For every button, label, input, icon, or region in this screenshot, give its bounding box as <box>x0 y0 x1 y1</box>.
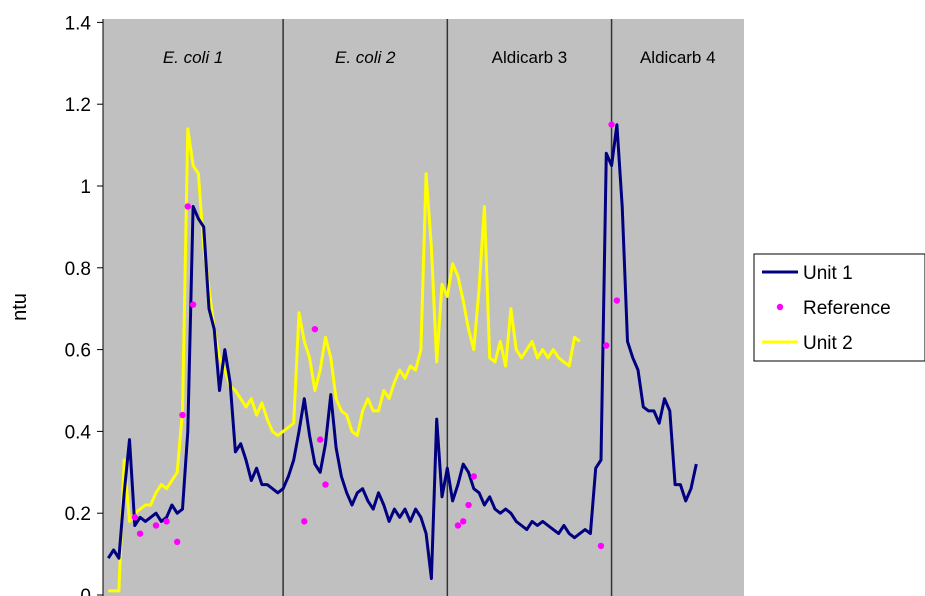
series-line-unit-1 <box>107 123 698 581</box>
phase-label: E. coli 2 <box>335 48 396 67</box>
reference-point <box>603 342 610 349</box>
reference-point <box>179 411 186 419</box>
legend-items: Unit 1 Reference Unit 2 <box>762 263 891 354</box>
y-tick-label: 0.6 <box>65 341 91 362</box>
y-axis-title: ntu <box>9 293 31 321</box>
y-tick-label: 0 <box>80 586 91 596</box>
y-tick-label: 0.8 <box>65 259 91 280</box>
phase-labels: E. coli 1 E. coli 2 Aldicarb 3 Aldicarb 4 <box>163 48 716 67</box>
reference-point <box>131 514 138 521</box>
y-tick-label: 1.2 <box>65 95 91 116</box>
y-tick-label: 1 <box>80 177 91 198</box>
legend: Unit 1 Reference Unit 2 <box>753 253 925 362</box>
legend-label: Unit 1 <box>803 263 853 284</box>
legend-swatch <box>776 303 784 311</box>
reference-point <box>613 297 621 304</box>
y-tick-label: 1.4 <box>65 13 92 34</box>
reference-point <box>184 203 191 210</box>
phase-label: Aldicarb 3 <box>492 48 568 67</box>
reference-point <box>470 473 478 480</box>
phase-label: Aldicarb 4 <box>640 48 716 67</box>
reference-point <box>597 542 605 550</box>
reference-point <box>136 530 144 537</box>
y-axis-ticks: 0 0.2 0.4 0.6 0.8 1 1.2 1.4 <box>65 13 103 596</box>
reference-point <box>173 538 181 546</box>
reference-point <box>163 518 170 525</box>
reference-point <box>460 518 467 525</box>
phase-dividers <box>282 19 613 596</box>
series-line-unit-2 <box>108 127 581 593</box>
reference-point <box>608 121 615 128</box>
legend-label: Unit 2 <box>803 333 853 354</box>
reference-point <box>301 518 308 525</box>
reference-point <box>465 501 472 509</box>
series-lines <box>107 123 698 593</box>
reference-point <box>316 436 324 443</box>
legend-label: Reference <box>803 298 891 319</box>
y-tick-label: 0.4 <box>65 422 92 443</box>
series-markers <box>131 121 621 550</box>
reference-point <box>454 522 462 529</box>
reference-point <box>152 522 160 529</box>
phase-label: E. coli 1 <box>163 48 223 67</box>
reference-point <box>322 481 329 488</box>
reference-point <box>311 325 319 333</box>
y-tick-label: 0.2 <box>65 504 91 525</box>
reference-point <box>189 301 197 308</box>
